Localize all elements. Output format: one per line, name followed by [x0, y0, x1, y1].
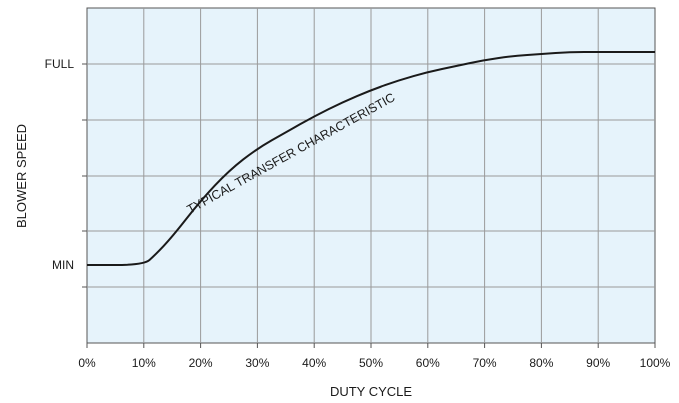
- x-tick-label-80: 80%: [529, 356, 553, 370]
- x-tick-label-50: 50%: [359, 356, 383, 370]
- x-tick-label-40: 40%: [302, 356, 326, 370]
- x-tick-label-70: 70%: [473, 356, 497, 370]
- x-axis-title: DUTY CYCLE: [330, 384, 412, 399]
- x-tick-labels: 0% 10% 20% 30% 40% 50% 60% 70% 80% 90% 100%: [78, 343, 671, 370]
- horizontal-gridlines: [82, 63, 655, 288]
- x-tick-label-30: 30%: [245, 356, 269, 370]
- x-tick-label-60: 60%: [416, 356, 440, 370]
- y-tick-label-full: FULL: [45, 57, 75, 71]
- transfer-curve-line: [86, 50, 655, 266]
- x-tick-label-10: 10%: [132, 356, 156, 370]
- x-tick-label-20: 20%: [189, 356, 213, 370]
- x-tick-label-0: 0%: [78, 356, 96, 370]
- y-tick-labels: MIN FULL: [45, 57, 75, 272]
- x-tick-label-100: 100%: [640, 356, 671, 370]
- y-tick-label-min: MIN: [52, 258, 74, 272]
- x-tick-label-90: 90%: [586, 356, 610, 370]
- y-axis-title: BLOWER SPEED: [14, 124, 29, 228]
